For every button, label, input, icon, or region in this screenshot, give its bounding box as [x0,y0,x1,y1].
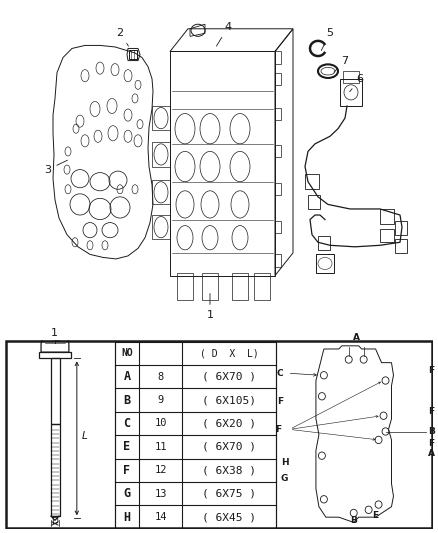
Bar [395,221,407,235]
Text: B: B [124,393,131,407]
Text: F: F [428,366,434,375]
Text: D: D [52,516,58,526]
Text: ( 6X45 ): ( 6X45 ) [202,512,256,522]
Bar [275,52,281,63]
Text: ( 6X105): ( 6X105) [202,395,256,405]
Bar [380,229,394,243]
Text: G: G [124,487,131,500]
Text: 1: 1 [206,294,213,320]
Text: C: C [277,369,284,378]
Text: F: F [428,407,434,416]
Text: 4: 4 [216,22,232,46]
Text: H: H [124,511,131,523]
Text: NO: NO [121,349,133,358]
Bar [177,272,193,300]
Bar [129,50,137,59]
Bar [305,174,319,189]
Text: ( 6X75 ): ( 6X75 ) [202,489,256,499]
Bar [340,79,362,106]
Text: 14: 14 [155,512,167,522]
Bar [232,272,248,300]
Text: C: C [124,417,131,430]
Bar [275,146,281,157]
Text: L: L [82,431,88,441]
Text: A: A [124,370,131,383]
Text: 1: 1 [51,328,58,338]
Text: 2: 2 [117,28,128,46]
Text: F: F [278,397,284,406]
Text: G: G [281,474,288,483]
Text: 9: 9 [158,395,164,405]
Bar [275,72,281,85]
Bar [308,195,320,209]
Text: F: F [124,464,131,477]
Bar [318,236,330,250]
Text: E: E [124,440,131,454]
Text: B: B [350,515,357,524]
Text: ( D  X  L): ( D X L) [200,349,258,358]
Text: 13: 13 [155,489,167,499]
Text: ( 6X70 ): ( 6X70 ) [202,372,256,382]
Bar [343,71,359,83]
Bar [275,254,281,266]
Bar [202,272,218,300]
Text: 12: 12 [155,465,167,475]
Bar [395,239,407,253]
Text: H: H [281,458,288,467]
Text: E: E [372,511,378,520]
Bar [39,352,71,359]
Bar [51,424,60,516]
Text: 6: 6 [350,74,364,92]
Text: B: B [428,427,434,436]
Text: ( 6X20 ): ( 6X20 ) [202,418,256,429]
Text: ( 6X38 ): ( 6X38 ) [202,465,256,475]
Text: 3: 3 [45,160,67,175]
Bar [275,221,281,233]
Text: 8: 8 [158,372,164,382]
Text: ( 6X70 ): ( 6X70 ) [202,442,256,452]
Bar [275,183,281,195]
Text: A: A [428,449,435,458]
Text: F: F [428,439,434,448]
Text: 10: 10 [155,418,167,429]
Bar [380,209,394,224]
Text: F: F [276,425,282,434]
Bar [170,52,275,276]
Text: A: A [353,333,360,342]
Bar [254,272,270,300]
Text: 5: 5 [321,28,333,51]
Bar [316,254,334,272]
Text: 11: 11 [155,442,167,452]
Bar [51,359,60,424]
Text: 7: 7 [334,55,349,72]
Bar [275,108,281,119]
